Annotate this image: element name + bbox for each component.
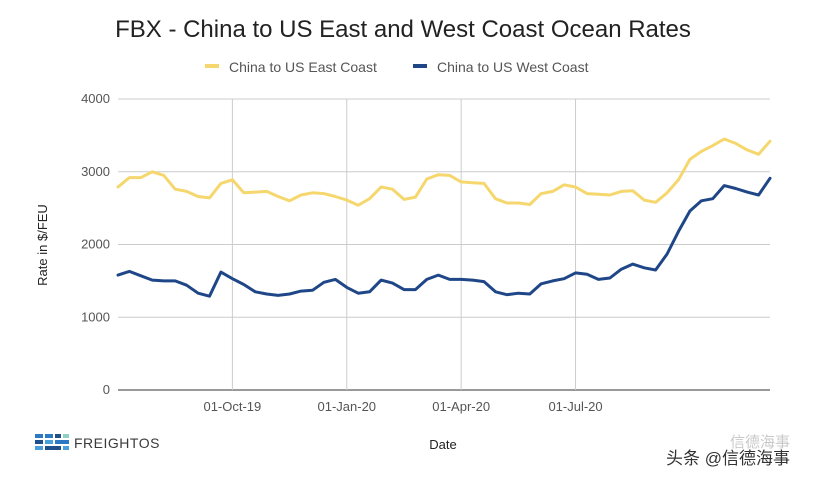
series-line-west-coast: [116, 176, 772, 298]
freightos-logo-text: FREIGHTOS: [74, 435, 160, 451]
y-tick-label: 2000: [81, 237, 110, 252]
x-tick-label: 01-Jan-20: [317, 399, 376, 414]
x-axis-ticks: 01-Oct-19 01-Jan-20 01-Apr-20 01-Jul-20: [203, 399, 602, 414]
chart-title: FBX - China to US East and West Coast Oc…: [115, 16, 691, 43]
y-axis-ticks: 0 1000 2000 3000 4000: [81, 91, 110, 397]
legend-label-west: China to US West Coast: [437, 59, 589, 75]
x-axis-label: Date: [429, 437, 456, 452]
y-tick-label: 4000: [81, 91, 110, 106]
gridlines: [118, 98, 770, 391]
y-tick-label: 1000: [81, 309, 110, 324]
y-tick-label: 3000: [81, 164, 110, 179]
legend-label-east: China to US East Coast: [229, 59, 377, 75]
x-tick-label: 01-Jul-20: [548, 399, 602, 414]
series-line-east-coast: [116, 137, 772, 207]
freightos-logo: FREIGHTOS: [35, 434, 160, 451]
x-tick-label: 01-Oct-19: [203, 399, 261, 414]
legend-swatch-east: [205, 64, 219, 68]
watermark-ghost-text: 信德海事: [730, 433, 790, 451]
y-axis-label: Rate in $/FEU: [35, 204, 50, 286]
legend-swatch-west: [413, 64, 427, 68]
freightos-logo-icon: [35, 434, 69, 450]
watermark-text: 头条 @信德海事: [666, 449, 790, 468]
y-tick-label: 0: [103, 382, 110, 397]
legend: China to US East Coast China to US West …: [205, 59, 589, 75]
series-lines: [116, 137, 772, 298]
watermark: 信德海事 头条 @信德海事: [666, 433, 790, 468]
x-tick-label: 01-Apr-20: [432, 399, 490, 414]
